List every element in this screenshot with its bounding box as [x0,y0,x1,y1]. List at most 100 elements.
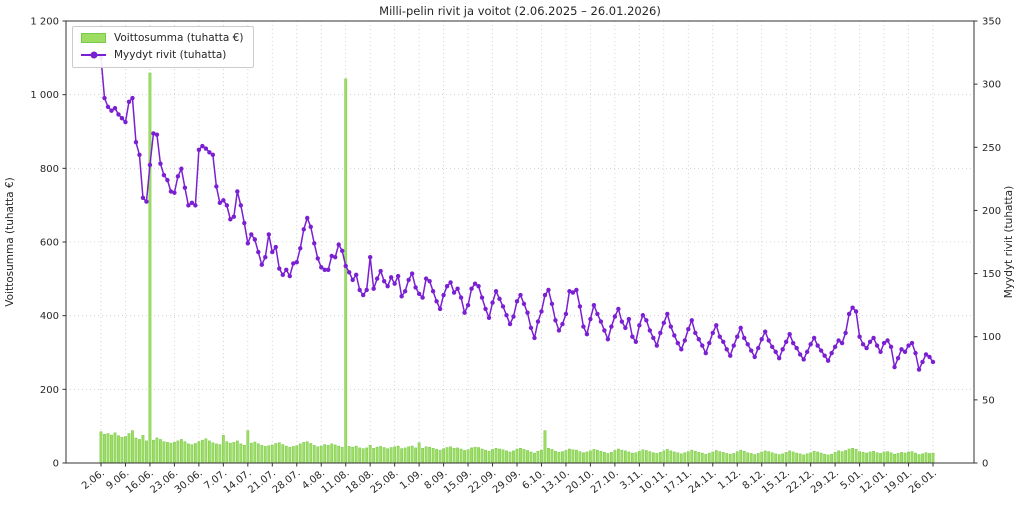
data-point [892,364,897,370]
bar [113,432,117,464]
bar [554,450,557,464]
bar [466,449,470,464]
data-point [920,359,925,365]
data-point [689,318,694,323]
bar [505,450,508,464]
data-point [888,344,894,350]
data-point [158,161,163,166]
y-axis-label-left: Voittosumma (tuhatta €) [4,177,16,306]
data-point [329,253,334,259]
data-point [214,184,219,189]
data-point [710,330,715,336]
bar [763,450,767,464]
data-point [511,314,516,319]
bar [606,453,610,464]
data-point [605,337,611,342]
data-point [224,203,230,208]
bar [809,452,813,464]
data-point [245,241,251,246]
x-tick-label: 2.06. [80,468,107,492]
bar [861,452,865,464]
x-tick-label: 1.09. [398,468,425,492]
bar [323,444,327,464]
data-point [829,350,834,356]
bar [819,452,823,464]
bar [414,447,418,464]
data-point [263,254,268,260]
y-tick-label-right: 200 [982,206,1001,217]
bar [592,449,596,464]
bar [337,445,341,464]
bar [173,442,176,464]
data-point [280,272,285,278]
bar [837,450,841,464]
data-point [305,215,310,221]
data-point [584,331,590,337]
data-point [133,140,139,145]
bar [662,450,666,464]
bar [487,450,491,464]
bar [742,450,746,464]
data-point [144,199,149,204]
legend-item-myydyt-rivit: Myydyt rivit (tuhatta) [81,49,243,61]
bar [508,451,512,464]
data-point [165,177,170,183]
bar [410,445,414,464]
data-point [514,299,520,304]
data-point [381,278,387,284]
bar [316,446,320,464]
data-point [556,328,562,333]
bar [725,453,729,464]
data-point [434,299,439,304]
bar [235,440,239,464]
data-point [378,268,383,274]
data-point [441,292,446,298]
data-point [836,338,841,343]
bar [519,448,522,464]
data-point [528,325,534,331]
bar [770,452,774,464]
data-point [256,249,261,255]
bar [375,446,379,464]
data-point [700,343,705,348]
y-tick-label-left: 200 [40,385,59,396]
bar [589,450,592,464]
bar [676,452,680,464]
data-point [759,337,764,342]
data-point [371,286,376,291]
bar [903,452,907,464]
data-point [549,301,555,307]
data-point [392,281,397,286]
bar [484,449,487,464]
y-tick-label-left: 1 000 [30,90,59,101]
data-point [756,345,761,351]
data-point [686,326,691,332]
data-point [801,357,806,362]
data-point [787,331,792,337]
data-point [242,220,247,226]
data-point [465,302,471,308]
bar [641,449,645,464]
bar [630,452,634,464]
data-point [284,267,289,272]
data-point [161,172,167,178]
data-point [409,271,415,276]
bar [512,450,515,464]
bar [578,451,582,464]
bar [658,452,662,464]
bar [767,451,771,464]
data-point [693,330,698,336]
bar [438,449,442,464]
bar [746,452,750,464]
data-point [140,195,146,200]
data-point [235,189,240,194]
bar [190,444,194,464]
data-point [609,324,614,329]
data-point [909,340,915,346]
bar [543,430,547,464]
sales-line-series [98,55,936,372]
bar [718,451,722,464]
data-point [885,338,890,343]
data-point [123,119,128,125]
data-point [469,286,474,291]
